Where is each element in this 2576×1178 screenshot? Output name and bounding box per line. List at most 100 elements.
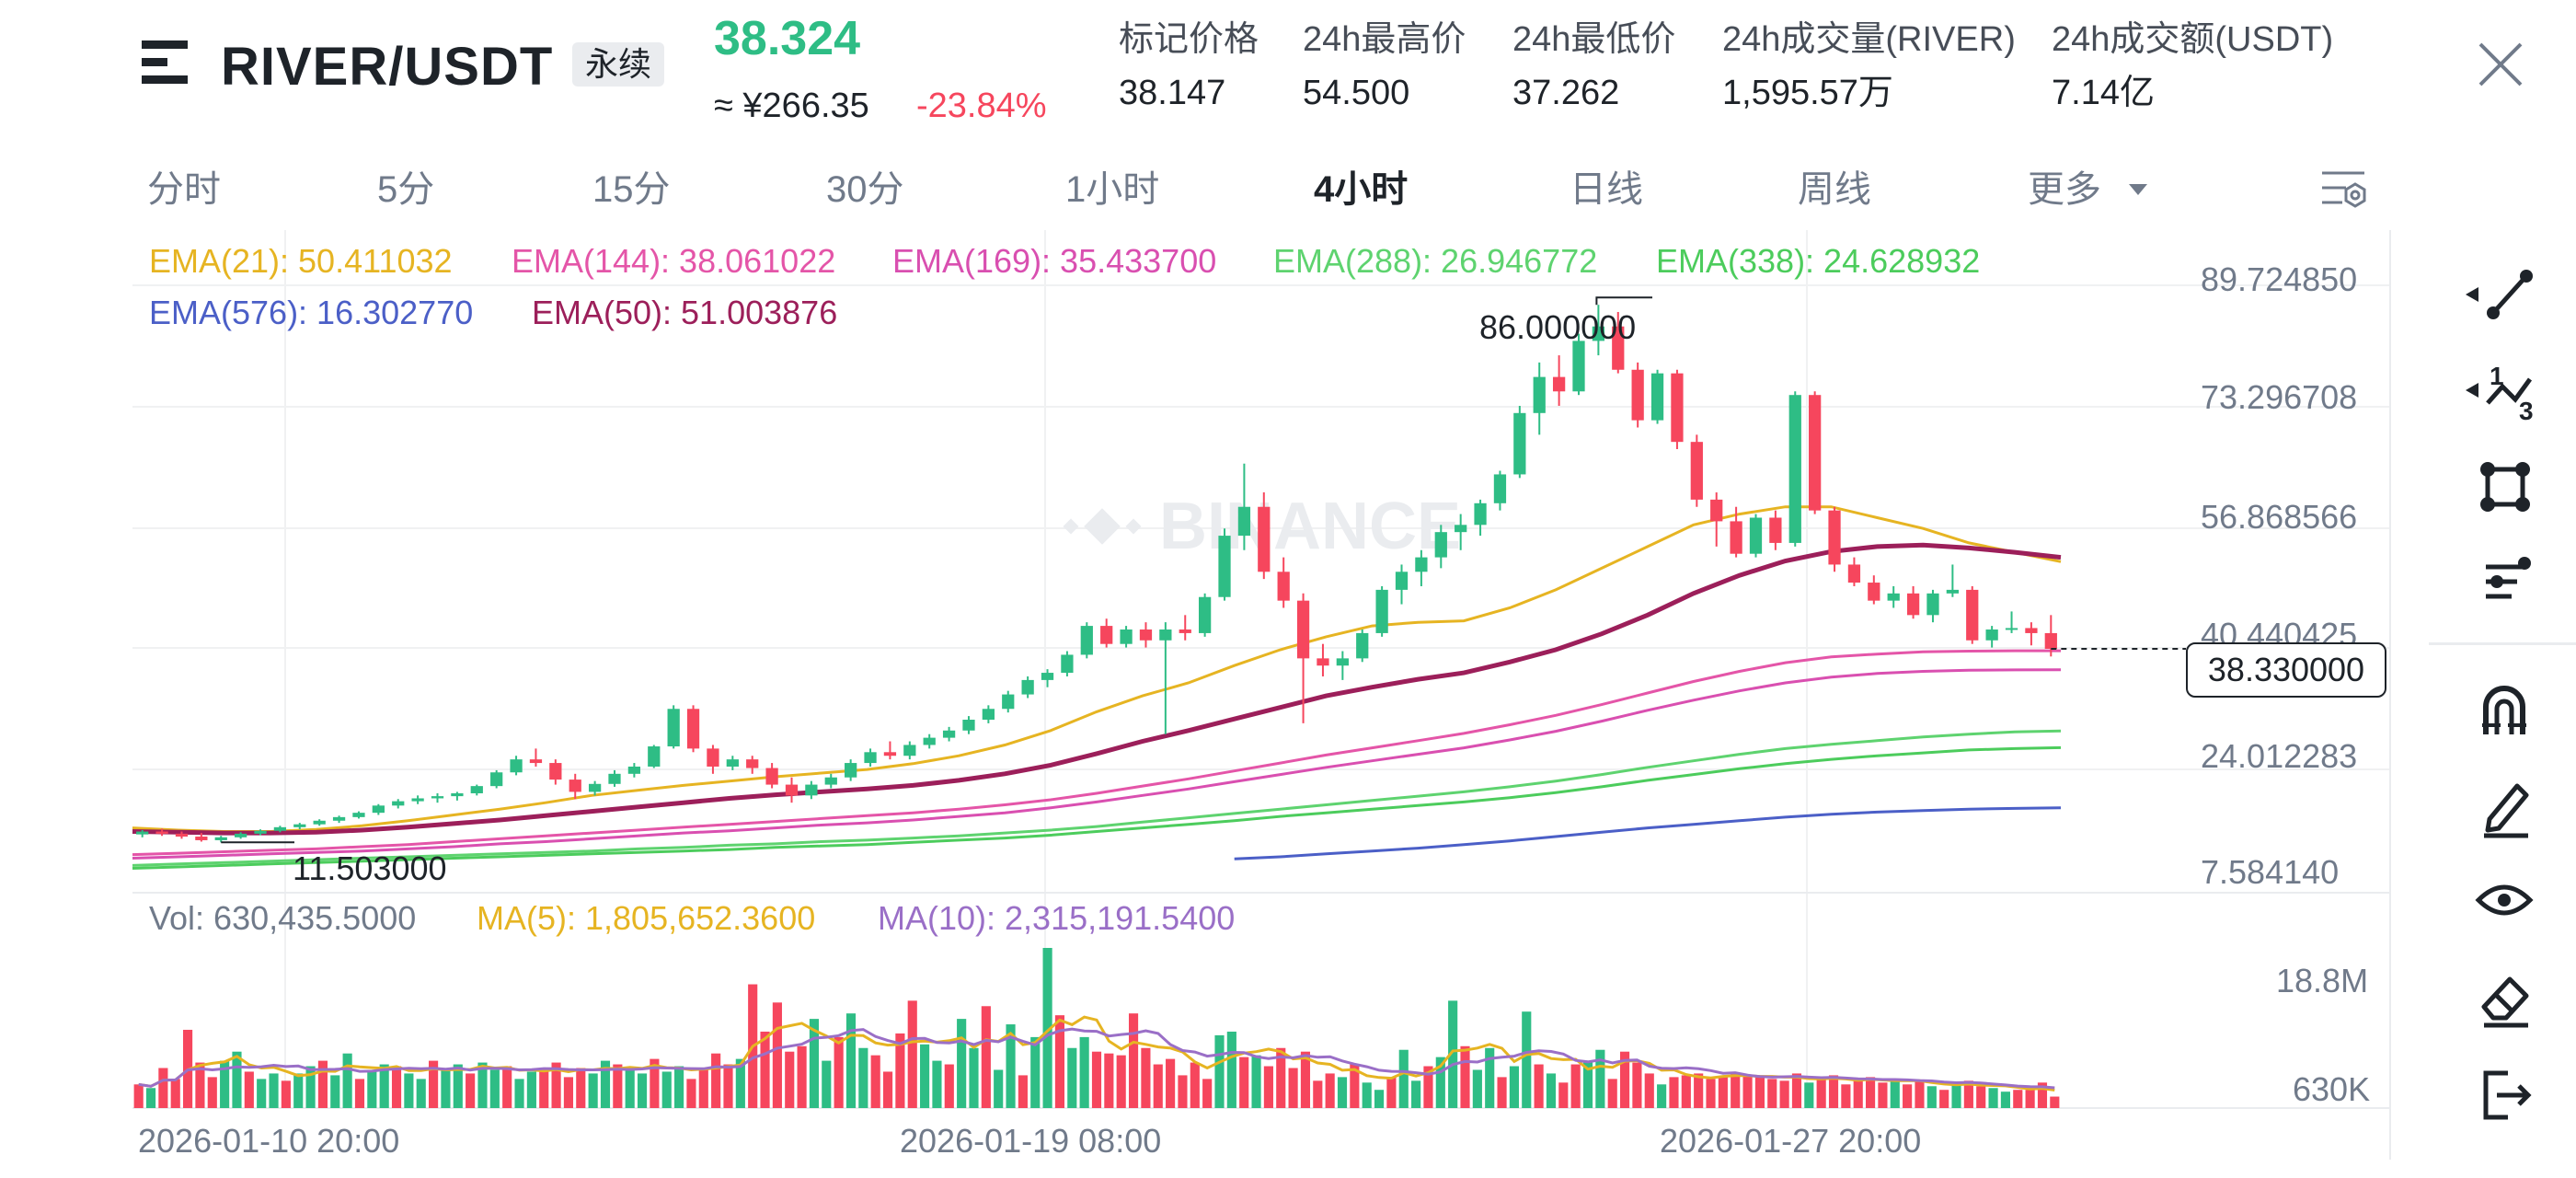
exit-icon[interactable] <box>2466 1055 2543 1132</box>
candle-body <box>1395 572 1409 590</box>
tab-1d[interactable]: 日线 <box>1570 169 1643 210</box>
candle-body <box>510 759 523 773</box>
candle-body <box>746 759 759 768</box>
volume-bar <box>1497 1077 1507 1108</box>
tab-more[interactable]: 更多 <box>2028 169 2101 210</box>
candle-body <box>235 833 247 837</box>
candle-body <box>1966 589 1979 641</box>
volume-bar <box>1288 1068 1298 1108</box>
eye-icon[interactable] <box>2466 861 2543 939</box>
tab-1w[interactable]: 周线 <box>1798 169 1871 210</box>
volume-bar <box>379 1064 389 1108</box>
candle-body <box>1788 395 1801 543</box>
trend-line-icon[interactable] <box>2466 256 2543 333</box>
volume-axis-label: 630K <box>2293 1070 2371 1108</box>
volume-bar <box>1816 1079 1826 1108</box>
candle-body <box>1415 557 1428 572</box>
volume-bar <box>2013 1090 2023 1108</box>
volume-bar <box>1166 1058 1176 1108</box>
parallel-lines-icon[interactable] <box>2466 543 2543 620</box>
candle-body <box>864 752 877 764</box>
candle-body <box>1985 629 1998 641</box>
volume-bar <box>514 1079 524 1108</box>
candle-body <box>1100 626 1113 644</box>
volume-bar <box>1153 1064 1163 1108</box>
tab-5m[interactable]: 5分 <box>377 169 435 210</box>
tab-timeline[interactable]: 分时 <box>147 169 221 210</box>
candle-body <box>1237 506 1251 537</box>
shape-tool-icon[interactable] <box>2466 447 2543 525</box>
mark-price-value: 38.147 <box>1119 74 1226 112</box>
eraser-icon[interactable] <box>2466 957 2543 1034</box>
volume-bar <box>1939 1090 1949 1108</box>
candle-body <box>273 826 287 831</box>
candle-body <box>352 813 365 817</box>
volume-bar <box>735 1058 745 1108</box>
volume-bar <box>416 1079 426 1108</box>
volume-bar <box>317 1060 328 1108</box>
volume-bar <box>957 1019 967 1108</box>
ema-line-ema144 <box>132 649 2061 857</box>
close-icon[interactable] <box>2475 39 2526 90</box>
pencil-icon[interactable] <box>2466 766 2543 843</box>
volume-bar <box>1582 1060 1593 1108</box>
candle-body <box>1139 629 1153 641</box>
ema-line-ema288 <box>132 729 2062 867</box>
candle-body <box>293 824 306 827</box>
candle-body <box>648 746 661 767</box>
candle-body <box>942 730 956 738</box>
volume-bar <box>1054 1015 1065 1108</box>
candle-body <box>1336 658 1349 666</box>
tool-divider <box>2429 642 2576 645</box>
tab-1h[interactable]: 1小时 <box>1065 169 1160 210</box>
candle-body <box>1375 589 1388 633</box>
volume-axis-label: 18.8M <box>2276 962 2369 999</box>
volume-bar <box>1337 1077 1348 1108</box>
magnet-icon[interactable] <box>2466 670 2543 747</box>
binance-watermark: BINANCE <box>1159 490 1461 563</box>
volume-bar <box>1779 1080 1789 1108</box>
price-change-percent: -23.84% <box>916 87 1047 125</box>
fib-tool-icon[interactable]: 1 3 <box>2466 352 2543 429</box>
volume-bar <box>1558 1082 1569 1108</box>
volume-bar <box>477 1062 488 1108</box>
volume-bar <box>625 1069 635 1108</box>
candle-body <box>549 763 562 780</box>
ema-line-ema576 <box>1234 806 2062 860</box>
chevron-down-icon[interactable] <box>2127 180 2149 199</box>
volume-bar <box>1595 1049 1605 1108</box>
chart-settings-icon[interactable] <box>2318 164 2370 215</box>
trading-pair[interactable]: RIVER/USDT <box>221 37 554 97</box>
volume-bar <box>1411 1080 1421 1108</box>
volume-bar <box>1853 1080 1863 1108</box>
candle-body <box>195 837 208 840</box>
low-24h-label: 24h最低价 <box>1512 20 1676 59</box>
candle-body <box>136 831 149 835</box>
candle-body <box>1592 326 1605 341</box>
menu-lines-icon[interactable] <box>140 35 195 90</box>
tab-15m[interactable]: 15分 <box>592 169 671 210</box>
volume-bar <box>834 1036 844 1108</box>
volume-bar <box>1362 1082 1372 1108</box>
volume-bar <box>772 1002 782 1108</box>
candle-body <box>588 783 602 792</box>
volume-bar <box>882 1071 893 1108</box>
volume-bar <box>1607 1079 1617 1108</box>
candle-body <box>903 745 916 756</box>
low-marker: 11.503000 <box>293 849 447 887</box>
candle-body <box>1710 499 1723 522</box>
volume-bar <box>1926 1086 1937 1108</box>
volume-bar <box>244 1071 254 1108</box>
candle-body <box>392 801 405 806</box>
candle-body <box>923 737 936 745</box>
volume-bar <box>391 1066 402 1108</box>
ema338-label: EMA(338): 24.628932 <box>1656 242 1981 280</box>
volume-bar <box>1042 948 1052 1108</box>
volume-bar <box>1534 1064 1544 1108</box>
tab-30m[interactable]: 30分 <box>826 169 904 210</box>
tab-4h[interactable]: 4小时 <box>1314 169 1409 210</box>
volume-bar <box>1178 1075 1188 1108</box>
volume-bar <box>1694 1073 1704 1108</box>
volume-ma-line <box>138 1027 2055 1090</box>
